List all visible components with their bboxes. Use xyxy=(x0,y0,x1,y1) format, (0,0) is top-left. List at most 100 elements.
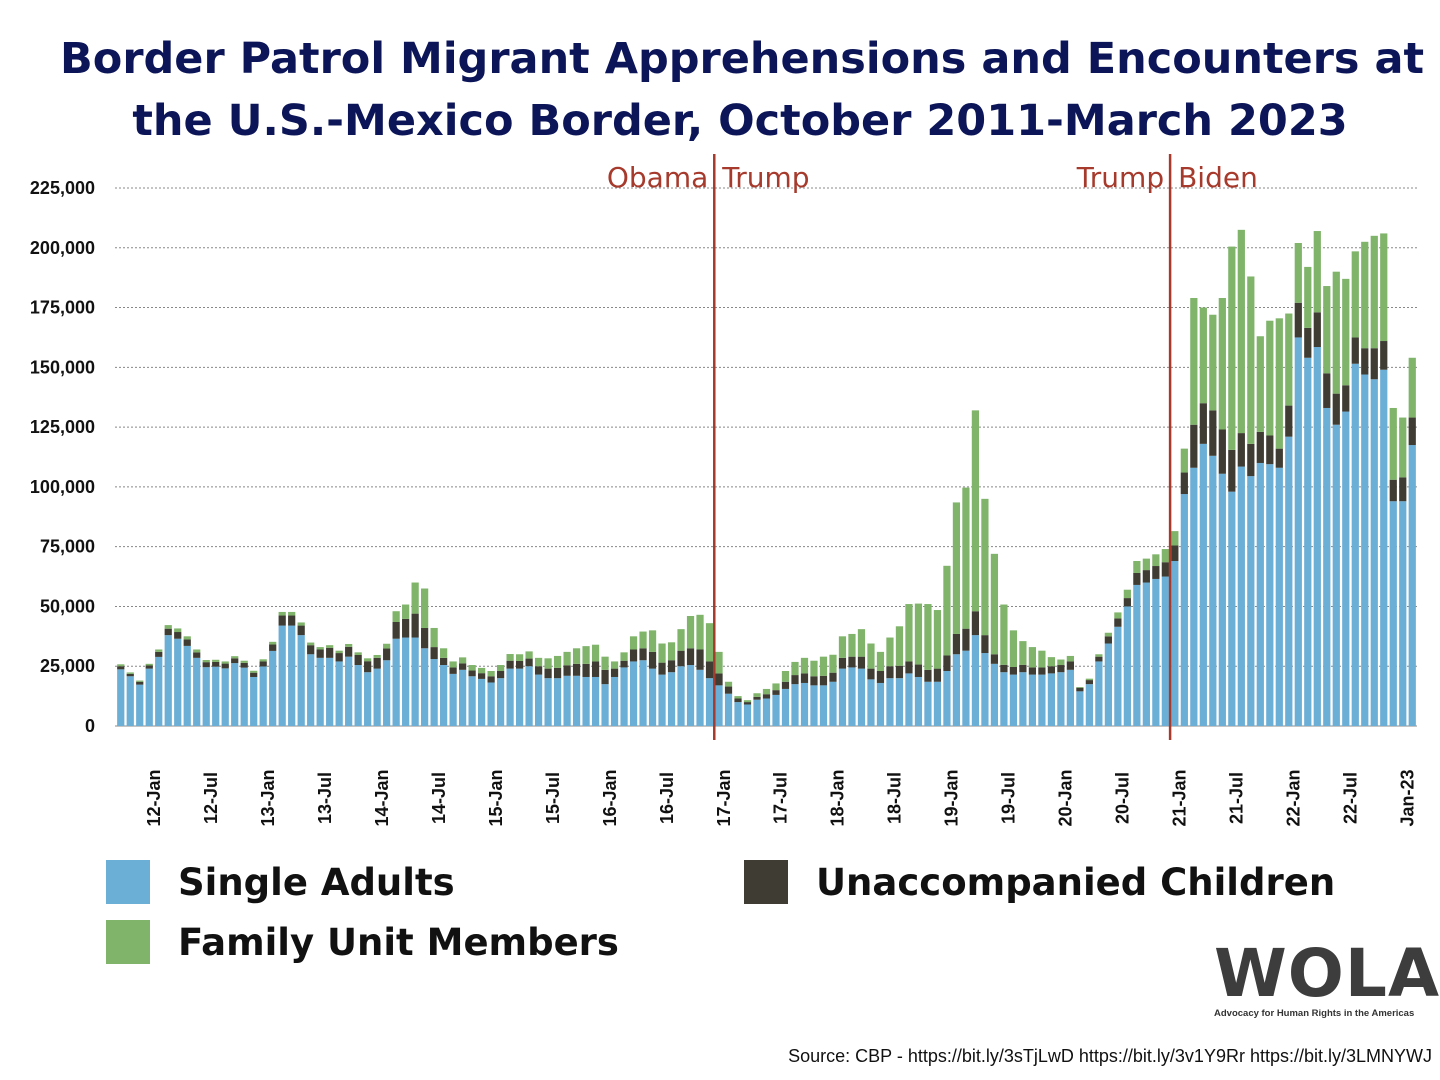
bar-single-adults xyxy=(620,667,628,726)
bar-family-unit-members xyxy=(307,642,315,646)
bar-unaccompanied-children xyxy=(791,675,799,685)
bar-family-unit-members xyxy=(364,658,372,662)
divider-label-right: Trump xyxy=(721,161,809,194)
bar-unaccompanied-children xyxy=(269,644,277,651)
bar-single-adults xyxy=(686,665,695,726)
bar-single-adults xyxy=(781,688,790,726)
bar-unaccompanied-children xyxy=(829,672,837,682)
y-tick-label: 75,000 xyxy=(40,537,95,557)
bar-single-adults xyxy=(1209,455,1217,726)
bar-family-unit-members xyxy=(383,643,391,649)
y-axis-ticks: 0 25,000 50,000 75,000 100,000 125,000 150,000… xyxy=(30,178,95,736)
bar-unaccompanied-children xyxy=(658,662,666,675)
bar-family-unit-members xyxy=(582,646,590,664)
bar-family-unit-members xyxy=(1256,336,1264,432)
bar-family-unit-members xyxy=(1304,266,1312,328)
bar-unaccompanied-children xyxy=(402,618,410,638)
bar-unaccompanied-children xyxy=(430,647,438,660)
bar-family-unit-members xyxy=(753,693,761,697)
bar-unaccompanied-children xyxy=(1038,667,1046,675)
legend-swatch-family-unit-members xyxy=(106,920,150,964)
bar-single-adults xyxy=(1275,467,1283,726)
bar-family-unit-members xyxy=(601,656,609,670)
bar-single-adults xyxy=(1389,501,1397,726)
bar-family-unit-members xyxy=(506,654,514,661)
bar-family-unit-members xyxy=(1361,241,1369,349)
bar-single-adults xyxy=(629,661,638,726)
bar-unaccompanied-children xyxy=(1361,348,1369,375)
bar-single-adults xyxy=(449,673,457,726)
bar-unaccompanied-children xyxy=(1342,385,1350,412)
bar-single-adults xyxy=(506,668,514,726)
bar-family-unit-members xyxy=(1380,233,1388,342)
y-tick-label: 150,000 xyxy=(30,357,95,377)
bar-single-adults xyxy=(544,678,552,726)
bar-single-adults xyxy=(1247,476,1255,726)
bar-single-adults xyxy=(1218,473,1226,726)
bar-single-adults xyxy=(183,645,191,726)
bar-unaccompanied-children xyxy=(117,666,125,670)
bar-family-unit-members xyxy=(648,630,657,652)
bar-family-unit-members xyxy=(430,627,438,648)
bar-single-adults xyxy=(212,666,220,726)
bar-family-unit-members xyxy=(629,636,638,650)
bar-single-adults xyxy=(1370,379,1378,726)
bar-unaccompanied-children xyxy=(373,657,381,669)
bar-single-adults xyxy=(364,672,372,726)
bar-family-unit-members xyxy=(373,654,381,658)
x-tick-label: 18-Jan xyxy=(828,769,848,826)
bar-unaccompanied-children xyxy=(459,663,467,670)
bar-single-adults xyxy=(658,674,666,726)
bar-family-unit-members xyxy=(686,616,695,649)
bar-unaccompanied-children xyxy=(620,660,628,668)
bar-family-unit-members xyxy=(1275,318,1283,449)
bar-single-adults xyxy=(1313,347,1321,726)
bar-family-unit-members xyxy=(800,657,809,674)
bar-unaccompanied-children xyxy=(895,665,904,679)
bar-unaccompanied-children xyxy=(136,681,144,685)
bar-family-unit-members xyxy=(1028,647,1037,668)
x-tick-label: 14-Jan xyxy=(372,769,392,826)
bar-unaccompanied-children xyxy=(838,657,847,669)
bar-family-unit-members xyxy=(354,652,362,655)
bar-unaccompanied-children xyxy=(848,656,856,668)
bar-single-adults xyxy=(705,678,714,726)
legend-swatch-single-adults xyxy=(106,860,150,904)
bar-single-adults xyxy=(487,682,495,726)
bar-unaccompanied-children xyxy=(734,698,742,703)
bar-family-unit-members xyxy=(202,660,210,663)
source-note: Source: CBP - https://bit.ly/3sTjLwD htt… xyxy=(788,1046,1432,1066)
bar-family-unit-members xyxy=(496,665,505,672)
bar-unaccompanied-children xyxy=(924,669,932,682)
bar-single-adults xyxy=(1342,411,1350,726)
bar-family-unit-members xyxy=(743,700,752,703)
bar-single-adults xyxy=(601,684,609,726)
bar-family-unit-members xyxy=(962,487,970,629)
chart-title: Border Patrol Migrant Apprehensions and … xyxy=(60,28,1424,152)
bar-single-adults xyxy=(468,676,476,726)
bar-family-unit-members xyxy=(1399,417,1407,478)
bar-single-adults xyxy=(335,661,343,726)
bar-family-unit-members xyxy=(525,651,533,659)
bar-unaccompanied-children xyxy=(221,663,229,669)
bar-family-unit-members xyxy=(326,645,334,648)
bar-single-adults xyxy=(1171,561,1179,726)
bar-single-adults xyxy=(810,685,818,726)
bar-single-adults xyxy=(1408,445,1416,726)
bar-single-adults xyxy=(696,669,704,726)
bar-unaccompanied-children xyxy=(867,668,875,680)
bar-single-adults xyxy=(772,694,780,726)
x-tick-label: 14-Jul xyxy=(429,772,449,824)
bar-single-adults xyxy=(1304,357,1312,726)
bar-family-unit-members xyxy=(1057,659,1065,666)
bar-family-unit-members xyxy=(1152,554,1160,567)
bar-single-adults xyxy=(924,681,932,726)
bar-single-adults xyxy=(1047,673,1055,726)
bar-unaccompanied-children xyxy=(326,647,334,658)
bar-unaccompanied-children xyxy=(572,663,581,676)
bar-unaccompanied-children xyxy=(1066,661,1074,670)
bar-single-adults xyxy=(1332,424,1340,726)
wola-logo: WOLA Advocacy for Human Rights in the Am… xyxy=(1214,938,1439,1020)
x-tick-label: 20-Jul xyxy=(1113,772,1133,824)
bar-family-unit-members xyxy=(639,631,647,649)
